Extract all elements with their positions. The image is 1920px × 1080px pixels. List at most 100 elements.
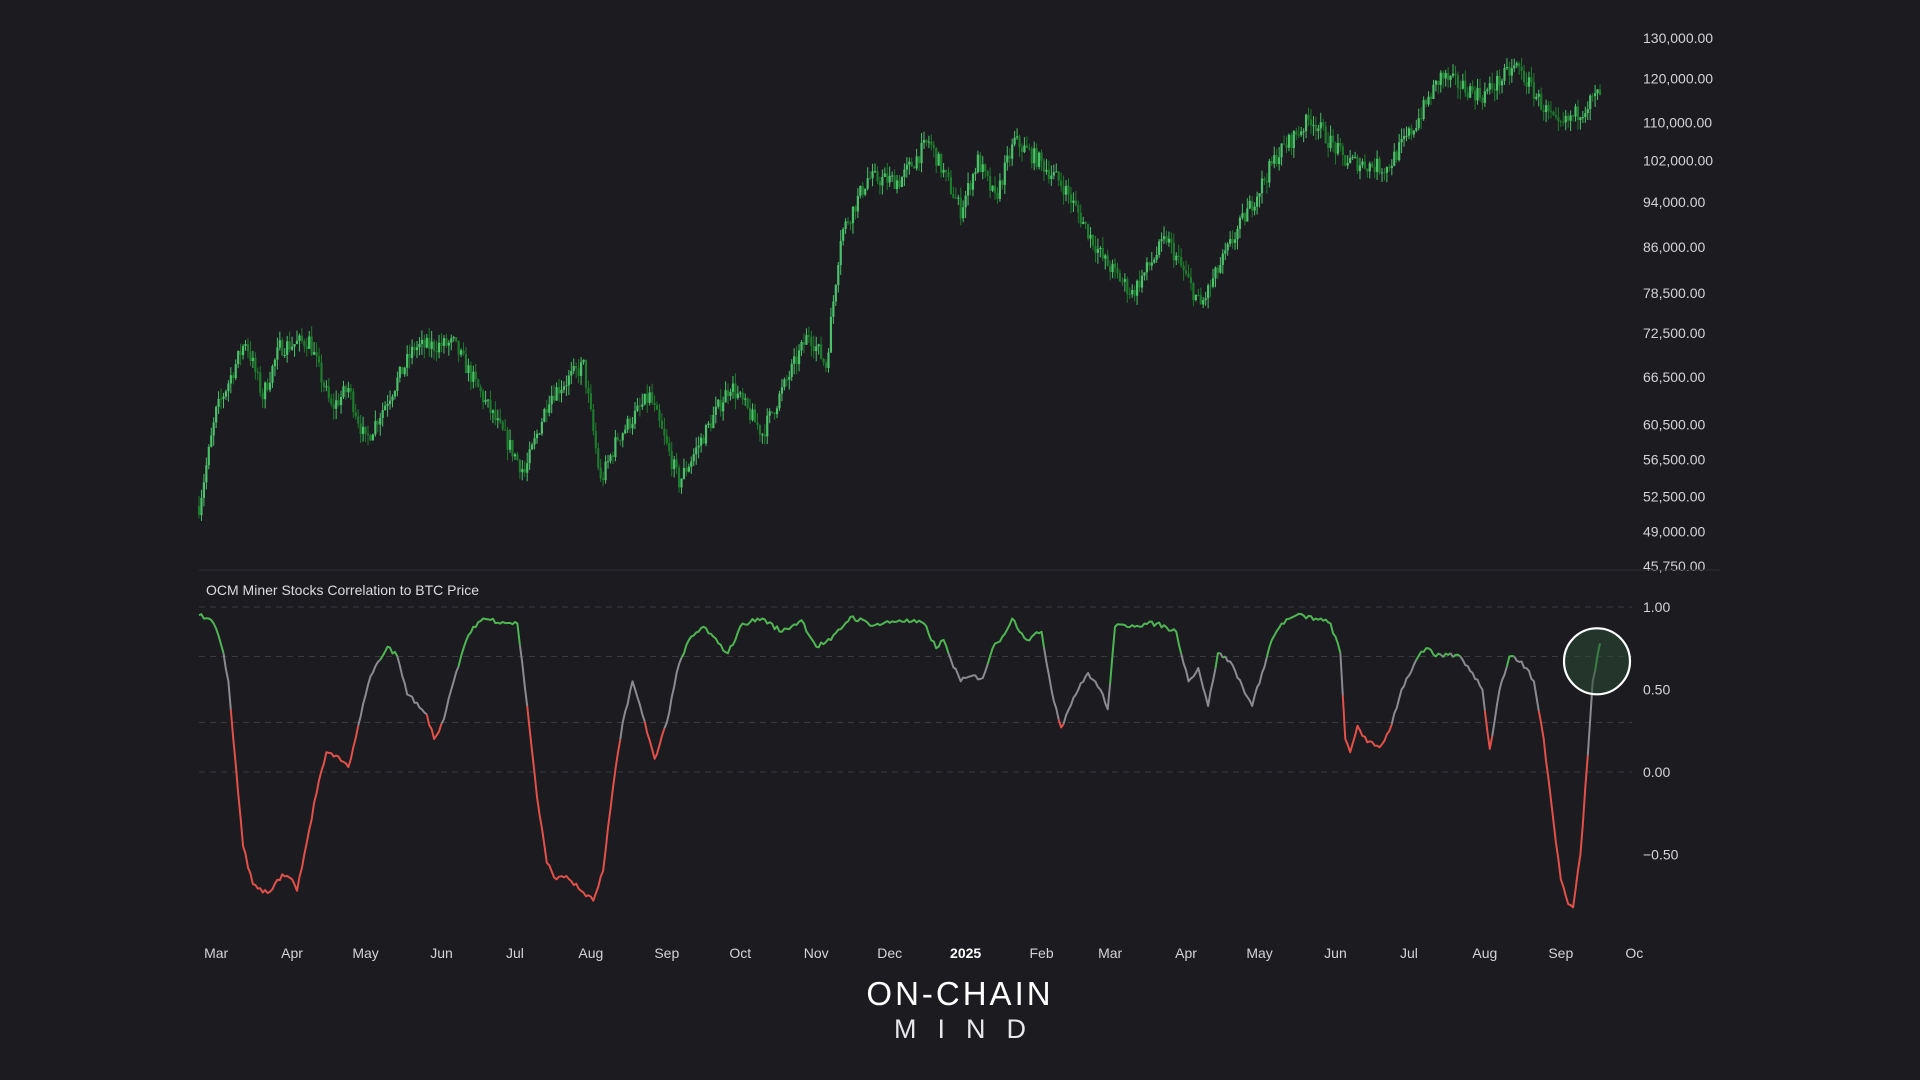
candle (893, 169, 896, 190)
candle (330, 393, 333, 407)
candle (1045, 158, 1048, 175)
candle (942, 163, 945, 178)
candle (1437, 80, 1440, 94)
candle (1055, 163, 1058, 173)
candle (665, 429, 668, 446)
candle (295, 330, 299, 345)
x-tick: May (352, 945, 378, 961)
correlation-segment (1483, 710, 1494, 750)
candle (555, 382, 558, 401)
candle (768, 408, 771, 424)
candle (1353, 151, 1357, 159)
candle (577, 359, 580, 384)
candle (1265, 172, 1268, 194)
candle (535, 429, 539, 444)
x-tick: May (1246, 945, 1272, 961)
candle (864, 188, 867, 197)
candle (839, 230, 842, 275)
candle (805, 328, 808, 345)
candle (1175, 252, 1178, 266)
candle (303, 338, 306, 353)
candle (1486, 87, 1489, 95)
x-tick: Dec (877, 945, 902, 961)
candle (1571, 114, 1575, 122)
candle (888, 166, 891, 188)
candle (1383, 167, 1386, 181)
candle (1424, 98, 1428, 108)
candle (771, 411, 774, 415)
correlation-segment (1057, 719, 1065, 729)
candle (707, 420, 710, 429)
candle (457, 340, 460, 363)
candle (234, 359, 237, 381)
candle (562, 381, 566, 394)
candle (766, 408, 769, 444)
candle (991, 185, 994, 193)
candle (1344, 154, 1347, 167)
candle (1072, 192, 1075, 212)
price-y-tick: 120,000.00 (1643, 70, 1713, 86)
candle (506, 427, 509, 461)
candle (1522, 64, 1526, 86)
candle (1557, 107, 1560, 132)
candle (626, 415, 629, 433)
candle (1006, 146, 1009, 171)
candle (690, 456, 693, 474)
candle (834, 283, 837, 306)
correlation-segment (1513, 655, 1540, 712)
candle (844, 218, 847, 234)
candle (695, 437, 698, 465)
candle (1038, 151, 1041, 170)
candle (974, 167, 977, 181)
candle (582, 359, 585, 365)
candle (851, 206, 855, 234)
candle (290, 336, 294, 351)
candle (976, 150, 979, 174)
candle (619, 439, 622, 446)
candle (1371, 161, 1374, 169)
candle (210, 427, 213, 448)
candle (1184, 260, 1188, 277)
candle (523, 461, 526, 478)
candle (729, 388, 732, 401)
candle (1084, 221, 1087, 230)
candle (1598, 84, 1602, 96)
candle (1278, 147, 1281, 171)
candle (954, 187, 957, 199)
x-tick: Nov (804, 945, 829, 961)
candle (1221, 249, 1224, 274)
candle (1591, 92, 1594, 102)
candle (947, 167, 950, 181)
candle (1011, 138, 1014, 166)
candle (810, 330, 813, 357)
candle (785, 374, 788, 387)
candle (905, 157, 908, 178)
candle (1540, 87, 1543, 111)
candle (1165, 230, 1168, 245)
candle (1466, 87, 1469, 101)
candle (1331, 129, 1335, 152)
candle (1385, 166, 1389, 183)
correlation-segment (1265, 612, 1342, 658)
logo: ON-CHAIN MIND (0, 975, 1920, 1045)
candle (486, 398, 490, 408)
candle (1202, 297, 1205, 308)
candle (1162, 226, 1166, 244)
candle (957, 194, 960, 206)
candle (775, 405, 779, 419)
candle (521, 460, 524, 481)
candle (1366, 168, 1369, 178)
candle (1143, 272, 1146, 281)
candle (790, 359, 793, 381)
candle (516, 451, 519, 461)
candle (261, 388, 264, 409)
candle (1113, 258, 1117, 279)
correlation-segment (1341, 695, 1393, 754)
candle (271, 364, 274, 388)
candle (1503, 63, 1506, 85)
candle (1270, 156, 1273, 166)
candle (1047, 160, 1051, 184)
price-y-tick: 110,000.00 (1643, 114, 1712, 130)
candle (937, 151, 940, 166)
candle (1207, 283, 1210, 309)
